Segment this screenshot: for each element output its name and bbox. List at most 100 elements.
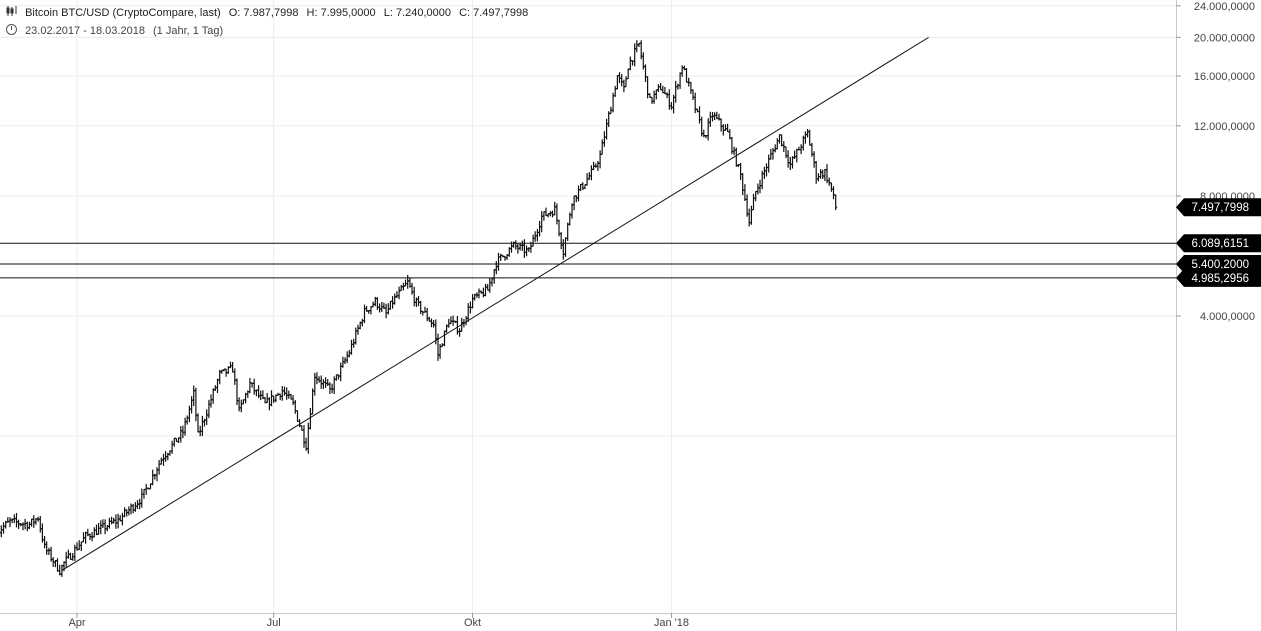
ohlc-bar xyxy=(497,252,500,271)
ohlc-bar xyxy=(471,294,475,309)
ohlc-bar xyxy=(339,362,343,382)
trendline xyxy=(61,36,929,571)
ohlc-bar xyxy=(443,330,446,347)
ohlc-bar xyxy=(350,339,353,355)
ohlc-bar xyxy=(551,210,554,218)
ohlc-bar xyxy=(95,524,98,536)
ohlc-bar xyxy=(449,316,453,325)
ohlc-bar xyxy=(412,286,416,307)
ohlc-bar xyxy=(209,394,213,408)
ohlc-bar xyxy=(170,440,174,454)
y-tick-label: 24.000,0000 xyxy=(1194,1,1255,13)
ohlc-bar xyxy=(347,349,351,358)
ohlc-bar xyxy=(544,207,548,217)
ohlc-bar xyxy=(698,106,701,124)
ohlc-bar xyxy=(784,146,788,159)
ohlc-bar xyxy=(596,161,600,171)
ohlc-bar xyxy=(678,72,682,89)
ohlc-bar xyxy=(417,295,420,307)
ohlc-bar xyxy=(540,211,544,233)
ohlc-bar xyxy=(494,261,498,275)
ohlc-bar xyxy=(484,283,487,297)
candlestick-chart-icon[interactable] xyxy=(6,6,17,19)
drawn-lines[interactable] xyxy=(0,36,1176,571)
ohlc-bar xyxy=(577,185,580,202)
ohlc-bar xyxy=(315,372,319,385)
ohlc-bar xyxy=(650,96,654,104)
ohlc-bar xyxy=(803,131,807,144)
ohlc-bar xyxy=(190,396,194,414)
ohlc-bars xyxy=(0,40,838,577)
ohlc-bar xyxy=(378,303,382,313)
ohlc-bar xyxy=(605,118,609,140)
y-tick-label: 16.000,0000 xyxy=(1194,71,1255,83)
close-value: C: 7.497,7998 xyxy=(459,7,529,19)
ohlc-bar xyxy=(786,150,790,168)
ohlc-bar xyxy=(538,221,542,237)
support-price-tag-label: 5.400,2000 xyxy=(1191,259,1249,271)
ohlc-bar xyxy=(771,148,775,160)
ohlc-bar xyxy=(270,390,273,407)
ohlc-bar xyxy=(116,513,120,529)
ohlc-bar xyxy=(248,378,252,394)
ohlc-bar xyxy=(799,144,803,155)
ohlc-bar xyxy=(542,211,546,221)
ohlc-bar xyxy=(492,269,496,284)
ohlc-bar xyxy=(123,507,127,518)
ohlc-bar xyxy=(131,503,135,514)
ohlc-bar xyxy=(724,124,727,131)
ohlc-bar xyxy=(324,377,328,388)
ohlc-bar xyxy=(503,255,507,261)
ohlc-bar xyxy=(157,460,161,475)
ohlc-bar xyxy=(600,139,604,155)
ohlc-bar xyxy=(775,138,779,150)
ohlc-bar xyxy=(406,274,410,289)
ohlc-bar xyxy=(194,387,198,422)
ohlc-bar xyxy=(466,303,470,322)
ohlc-bar xyxy=(644,64,647,82)
ohlc-bar xyxy=(151,469,155,486)
ohlc-bar xyxy=(363,304,366,324)
ohlc-bar xyxy=(726,123,730,133)
ohlc-bar xyxy=(92,527,96,538)
ohlc-bar xyxy=(15,513,18,528)
x-tick-label: Okt xyxy=(464,617,481,629)
ohlc-bar xyxy=(795,148,799,163)
ohlc-bar xyxy=(581,182,585,190)
ohlc-bar xyxy=(56,558,59,572)
ohlc-bar xyxy=(114,514,118,529)
ohlc-bar xyxy=(685,68,688,83)
ohlc-bar xyxy=(436,333,440,361)
ohlc-bar xyxy=(808,129,812,146)
ohlc-bar xyxy=(548,211,552,217)
ohlc-bar xyxy=(375,297,379,310)
ohlc-bar xyxy=(306,422,310,454)
ohlc-bar xyxy=(110,516,114,525)
ohlc-bar xyxy=(793,150,797,159)
ohlc-bar xyxy=(354,327,358,345)
ohlc-bar xyxy=(827,177,831,186)
ohlc-bar xyxy=(566,222,570,241)
y-tick-label: 4.000,0000 xyxy=(1200,311,1255,323)
ohlc-bar xyxy=(205,409,209,425)
ohlc-bar xyxy=(693,92,697,114)
ohlc-bar xyxy=(488,277,492,293)
ohlc-bar xyxy=(486,283,490,291)
ohlc-bar xyxy=(739,162,743,181)
ohlc-bar xyxy=(216,378,219,393)
ohlc-bar xyxy=(404,279,407,287)
last-price-tag-label: 7.497,7998 xyxy=(1191,202,1249,214)
ohlc-bar xyxy=(99,520,103,535)
ohlc-bar xyxy=(667,89,671,110)
ohlc-bar xyxy=(185,415,189,425)
ohlc-bar xyxy=(419,300,423,315)
y-axis-labels: 4.000,00008.000,000012.000,000016.000,00… xyxy=(1176,1,1255,323)
ohlc-bar xyxy=(30,518,34,527)
ohlc-bar xyxy=(622,79,626,93)
last-price-tag-bg xyxy=(1176,198,1261,217)
open-value: O: 7.987,7998 xyxy=(228,7,299,19)
ohlc-bar xyxy=(172,437,176,447)
ohlc-bar xyxy=(553,201,557,216)
ohlc-bar xyxy=(531,234,535,247)
